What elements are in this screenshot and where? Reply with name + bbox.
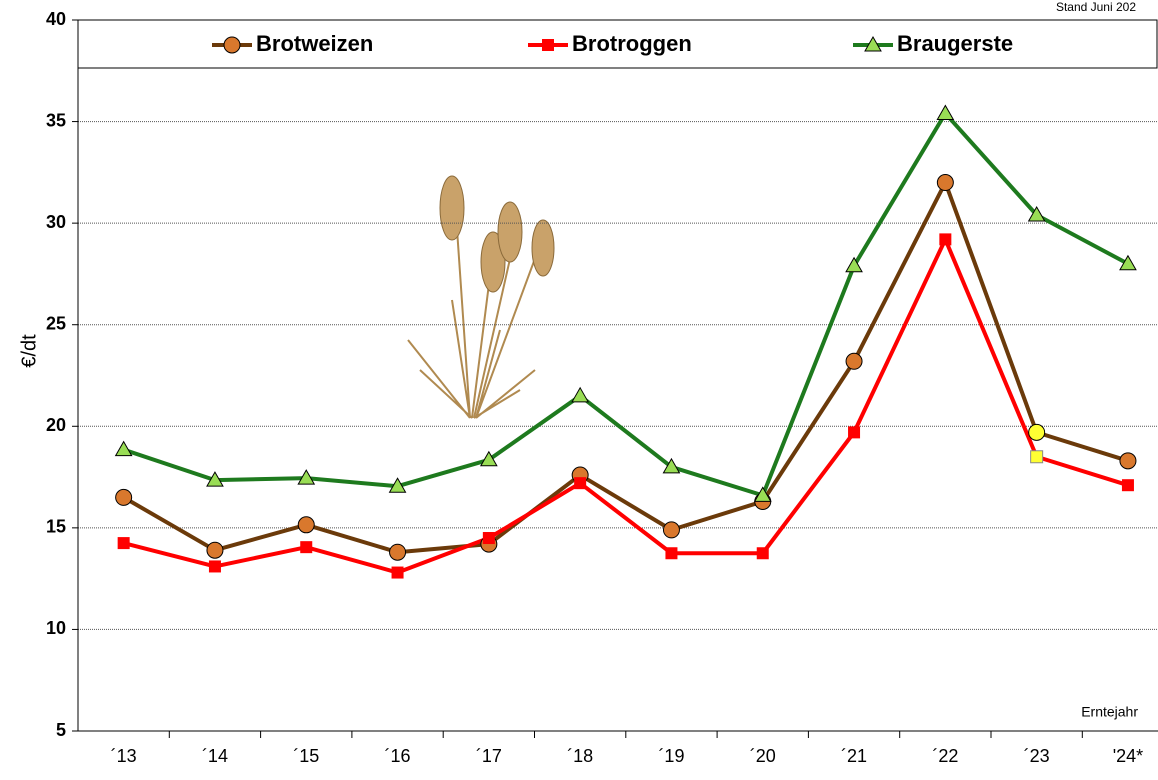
x-tick-label: '24*	[1113, 746, 1143, 766]
legend-label: Brotroggen	[572, 31, 692, 56]
marker	[845, 352, 863, 370]
marker	[482, 532, 495, 545]
x-tick-label: ´18	[567, 746, 593, 766]
marker	[479, 450, 498, 467]
y-tick-label: 25	[46, 313, 66, 333]
wheat-illustration	[407, 175, 555, 419]
marker	[574, 477, 587, 490]
marker	[300, 541, 313, 554]
marker	[848, 426, 861, 439]
marker	[936, 174, 954, 192]
y-axis-label: €/dt	[18, 334, 40, 368]
series-line	[123, 237, 1129, 575]
marker	[297, 469, 316, 485]
marker	[223, 36, 241, 54]
y-tick-label: 30	[46, 212, 66, 232]
marker	[297, 516, 315, 534]
marker	[1027, 206, 1046, 222]
marker	[206, 471, 224, 487]
y-tick-label: 40	[46, 9, 66, 29]
marker	[756, 547, 769, 560]
marker	[571, 386, 590, 403]
x-tick-label: ´14	[202, 746, 228, 766]
y-tick-label: 35	[46, 110, 66, 130]
marker	[1119, 452, 1137, 470]
x-tick-label: ´15	[293, 746, 319, 766]
x-tick-label: ´16	[385, 746, 411, 766]
marker	[388, 477, 407, 493]
x-tick-label: ´17	[476, 746, 502, 766]
marker	[206, 541, 224, 559]
marker	[753, 486, 772, 502]
marker	[1121, 479, 1134, 492]
marker	[665, 547, 678, 560]
y-tick-label: 15	[46, 517, 66, 537]
marker	[845, 256, 863, 273]
marker	[208, 560, 221, 573]
marker	[1028, 423, 1046, 441]
x-tick-label: ´19	[658, 746, 684, 766]
marker	[1119, 254, 1137, 271]
x-tick-label: ´21	[841, 746, 867, 766]
status-note: Stand Juni 202	[1056, 0, 1136, 14]
x-tick-label: ´20	[750, 746, 776, 766]
marker	[115, 488, 133, 506]
marker	[389, 543, 407, 561]
marker	[542, 39, 554, 51]
legend-label: Brotweizen	[256, 31, 373, 56]
series-line	[123, 111, 1129, 498]
y-tick-label: 5	[56, 720, 66, 740]
y-tick-label: 20	[46, 415, 66, 435]
marker	[391, 566, 404, 579]
marker	[1030, 450, 1044, 464]
marker	[114, 440, 133, 457]
y-tick-label: 10	[46, 618, 66, 638]
marker	[662, 457, 681, 474]
legend-label: Braugerste	[897, 31, 1013, 56]
x-axis-label: Erntejahr	[1081, 704, 1138, 720]
x-tick-label: ´22	[932, 746, 958, 766]
marker	[936, 104, 955, 120]
marker	[864, 35, 882, 52]
x-tick-label: ´13	[111, 746, 137, 766]
x-tick-label: ´23	[1024, 746, 1050, 766]
marker	[117, 537, 130, 550]
marker	[662, 521, 680, 539]
marker	[939, 233, 952, 246]
legend-box	[77, 19, 1158, 69]
series-line	[122, 180, 1129, 555]
